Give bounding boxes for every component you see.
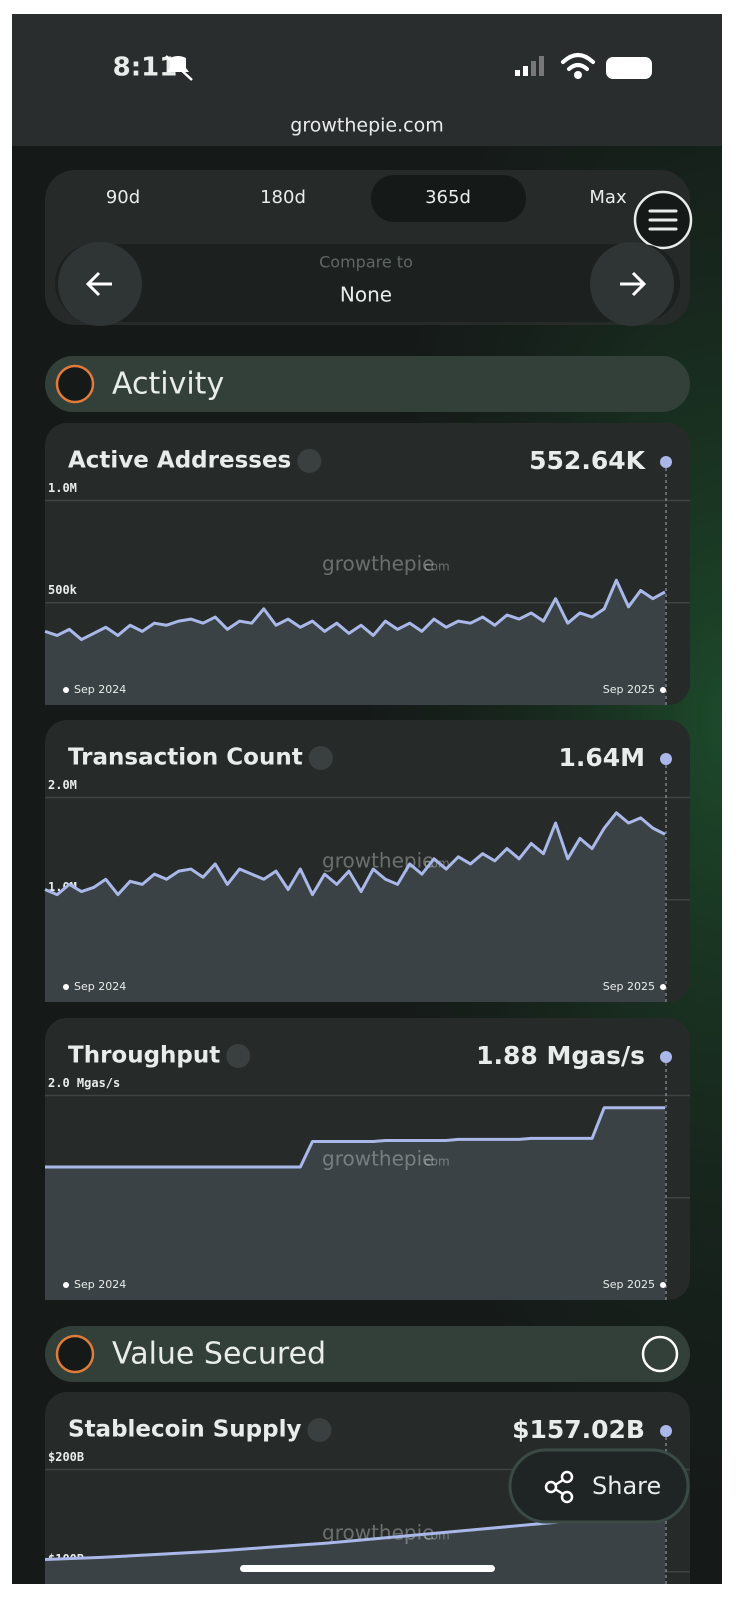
bell-off	[165, 55, 193, 81]
home-indicator	[240, 1565, 495, 1572]
x-tick-label: Sep 2025	[603, 980, 655, 993]
area	[45, 580, 665, 705]
x-label-dot	[63, 1282, 69, 1288]
title-arrow[interactable]	[307, 1418, 332, 1442]
arrow-right	[620, 271, 647, 297]
watermark: growthepie	[322, 552, 434, 576]
area	[45, 1107, 665, 1300]
watermark-suffix: com	[424, 1155, 450, 1169]
x-tick-label: Sep 2025	[603, 683, 655, 696]
browser-bar	[12, 14, 722, 146]
area	[45, 1513, 665, 1584]
title-arrow[interactable]	[297, 449, 322, 473]
watermark-suffix: com	[424, 560, 450, 574]
y-tick-label: 2.0M	[48, 778, 77, 792]
y-tick-label: $200B	[48, 1450, 84, 1464]
area	[45, 812, 665, 1002]
section-title: Value Secured	[112, 1337, 326, 1372]
chart-title: Transaction Count	[68, 745, 303, 771]
latest-value: 1.88 Mgas/s	[476, 1041, 645, 1070]
line	[44, 578, 666, 642]
section-header	[45, 1326, 690, 1382]
x-tick-label: Sep 2024	[74, 980, 126, 993]
wifi	[561, 53, 595, 79]
x-tick-label: Sep 2024	[74, 683, 126, 696]
title-arrow[interactable]	[226, 1044, 251, 1068]
x-label-dot	[660, 687, 666, 693]
x-label-dot	[63, 687, 69, 693]
line	[45, 1106, 665, 1169]
line	[44, 811, 666, 897]
active-tab	[371, 175, 526, 222]
share-button[interactable]	[508, 1448, 690, 1524]
y-tick-label: 2.0 Mgas/s	[48, 1076, 120, 1090]
phone: 8:11 growthepie.com 90d 180d 365d Max Compa…	[12, 14, 722, 1584]
x-tick-label: Sep 2024	[74, 1278, 126, 1291]
chart-title: Stablecoin Supply	[68, 1417, 301, 1443]
share-label[interactable]: Share	[592, 1472, 661, 1500]
chart-title: Throughput	[68, 1043, 220, 1069]
info-icon	[641, 1335, 679, 1373]
section-title: Activity	[112, 367, 224, 402]
signal	[515, 56, 544, 76]
watermark-suffix: com	[424, 1529, 450, 1543]
timeframe-tab[interactable]: 90d	[106, 187, 140, 208]
timeframe-tab[interactable]: 365d	[425, 187, 471, 208]
latest-value: 552.64K	[529, 446, 646, 475]
latest-value: 1.64M	[558, 743, 645, 772]
url[interactable]: growthepie.com	[290, 115, 443, 137]
section-icon	[55, 1334, 95, 1374]
x-label-dot	[660, 984, 666, 990]
arrow-left	[85, 271, 112, 297]
latest-value: $157.02B	[512, 1415, 645, 1444]
timeframe-tab[interactable]: 180d	[260, 187, 306, 208]
latest-dot	[660, 1051, 672, 1063]
menu-icon	[648, 209, 678, 231]
latest-dot	[660, 456, 672, 468]
latest-dot	[660, 753, 672, 765]
title-arrow[interactable]	[308, 746, 333, 770]
chart-title: Active Addresses	[68, 448, 291, 474]
y-tick-label: 500k	[48, 583, 78, 597]
section-icon	[55, 364, 95, 404]
timeframe-tabs: 90d 180d 365d Max	[106, 175, 627, 222]
latest-dot	[660, 1425, 672, 1437]
section-header	[45, 356, 690, 412]
share-icon	[544, 1470, 574, 1504]
x-label-dot	[660, 1282, 666, 1288]
timeframe-tab[interactable]: Max	[589, 187, 627, 208]
compare-bar	[55, 244, 680, 322]
x-label-dot	[63, 984, 69, 990]
compare-value[interactable]: None	[340, 283, 392, 307]
watermark: growthepie	[322, 1147, 434, 1171]
y-tick-label: 1.0M	[48, 481, 77, 495]
compare-label: Compare to	[319, 253, 413, 272]
battery	[606, 57, 652, 79]
x-tick-label: Sep 2025	[603, 1278, 655, 1291]
